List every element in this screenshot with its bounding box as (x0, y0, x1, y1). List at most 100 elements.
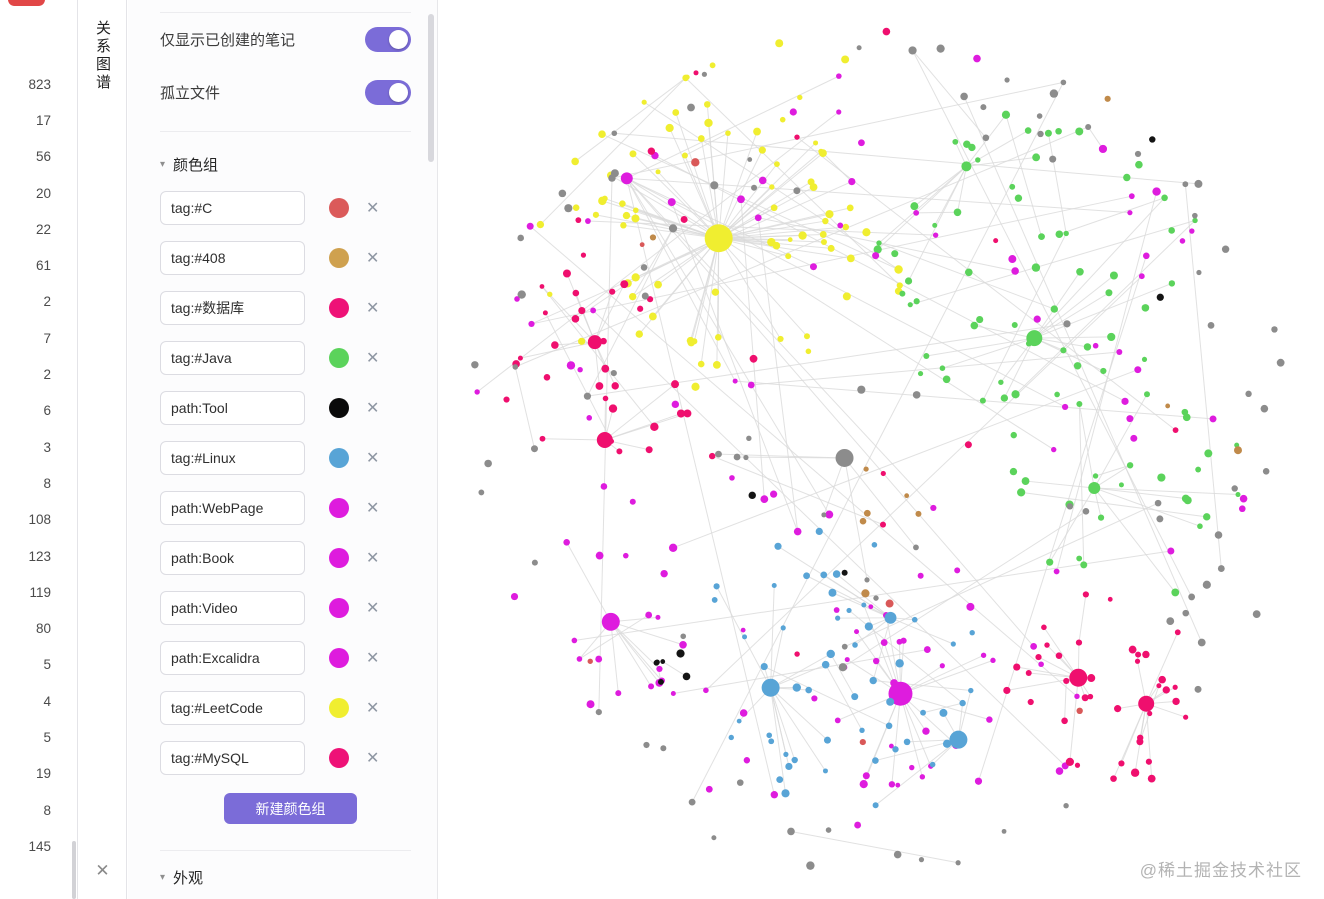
remove-group-icon[interactable]: ✕ (366, 700, 380, 717)
color-swatch[interactable] (329, 448, 349, 468)
color-group-row: path:Video ✕ (160, 591, 411, 625)
color-group-query-input[interactable]: path:Excalidra (160, 641, 305, 675)
section-appearance[interactable]: ▾ 外观 (160, 867, 411, 888)
color-group-row: tag:#408 ✕ (160, 241, 411, 275)
file-count: 2 (43, 294, 51, 310)
section-color-groups[interactable]: ▾ 颜色组 (160, 154, 411, 175)
watermark: @稀土掘金技术社区 (1139, 861, 1302, 880)
partial-red-badge (8, 0, 45, 6)
toggle-created-notes-switch[interactable] (365, 27, 411, 52)
color-group-row: path:Excalidra ✕ (160, 641, 411, 675)
color-swatch[interactable] (329, 248, 349, 268)
color-group-query-input[interactable]: tag:#408 (160, 241, 305, 275)
toggle-row-created-notes: 仅显示已创建的笔记 (160, 13, 411, 66)
color-group-row: path:Tool ✕ (160, 391, 411, 425)
file-count: 22 (35, 221, 51, 237)
toggle-orphan-files-switch[interactable] (365, 80, 411, 105)
color-group-query-input[interactable]: path:WebPage (160, 491, 305, 525)
file-count: 61 (35, 258, 51, 274)
file-count: 119 (29, 584, 51, 600)
file-count: 20 (35, 185, 51, 201)
remove-group-icon[interactable]: ✕ (366, 450, 380, 467)
color-swatch[interactable] (329, 298, 349, 318)
file-count: 6 (43, 403, 51, 419)
panel-scrollbar[interactable] (428, 14, 434, 162)
remove-group-icon[interactable]: ✕ (366, 650, 380, 667)
remove-group-icon[interactable]: ✕ (366, 400, 380, 417)
color-swatch[interactable] (329, 498, 349, 518)
color-group-row: tag:#C ✕ (160, 191, 411, 225)
file-count: 5 (43, 657, 51, 673)
file-count: 56 (35, 149, 51, 165)
file-count: 123 (28, 548, 51, 564)
graph-canvas[interactable]: @稀土掘金技术社区 (439, 0, 1324, 899)
remove-group-icon[interactable]: ✕ (366, 750, 380, 767)
remove-group-icon[interactable]: ✕ (366, 250, 380, 267)
color-swatch[interactable] (329, 198, 349, 218)
remove-group-icon[interactable]: ✕ (366, 550, 380, 567)
graph-svg[interactable] (439, 0, 1324, 899)
color-swatch[interactable] (329, 548, 349, 568)
file-count: 108 (28, 512, 51, 528)
counts-list: 823 17 56 20 22 61 2 7 2 6 3 8 108 123 119 80 5 4 5 19 8 145 (0, 0, 77, 865)
remove-group-icon[interactable]: ✕ (366, 500, 380, 517)
panel-top-divider (160, 12, 411, 13)
color-swatch[interactable] (329, 398, 349, 418)
counts-column: 823 17 56 20 22 61 2 7 2 6 3 8 108 123 119 80 5 4 5 19 8 145 (0, 0, 78, 899)
new-color-group-button[interactable]: 新建颜色组 (224, 793, 357, 824)
file-count: 3 (43, 439, 51, 455)
color-group-query-input[interactable]: tag:#Java (160, 341, 305, 375)
counts-scrollbar[interactable] (72, 841, 76, 899)
file-count: 17 (35, 112, 51, 128)
color-group-query-input[interactable]: tag:#LeetCode (160, 691, 305, 725)
color-swatch[interactable] (329, 648, 349, 668)
remove-group-icon[interactable]: ✕ (366, 600, 380, 617)
color-group-query-input[interactable]: tag:#Linux (160, 441, 305, 475)
file-count: 2 (43, 367, 51, 383)
section-title: 外观 (173, 870, 204, 887)
toggle-row-orphan-files: 孤立文件 (160, 66, 411, 119)
settings-panel: 仅显示已创建的笔记 孤立文件 ▾ 颜色组 tag:#C ✕ tag:#408 ✕ tag… (128, 0, 438, 899)
color-groups-list: tag:#C ✕ tag:#408 ✕ tag:#数据库 ✕ tag:#Java ✕ path:… (160, 191, 411, 775)
file-count: 4 (43, 693, 51, 709)
view-rail: 关系图谱 ✕ (79, 0, 127, 899)
color-swatch[interactable] (329, 598, 349, 618)
color-swatch[interactable] (329, 748, 349, 768)
color-group-row: tag:#Java ✕ (160, 341, 411, 375)
color-group-row: tag:#Linux ✕ (160, 441, 411, 475)
file-count: 7 (43, 330, 51, 346)
divider (160, 131, 411, 132)
remove-group-icon[interactable]: ✕ (366, 200, 380, 217)
color-group-row: path:WebPage ✕ (160, 491, 411, 525)
file-count: 19 (35, 766, 51, 782)
file-count: 8 (43, 802, 51, 818)
color-group-query-input[interactable]: path:Video (160, 591, 305, 625)
toggle-label: 仅显示已创建的笔记 (160, 32, 296, 49)
collapse-icon: ▾ (160, 872, 166, 883)
color-group-row: tag:#数据库 ✕ (160, 291, 411, 325)
color-swatch[interactable] (329, 698, 349, 718)
color-group-query-input[interactable]: tag:#数据库 (160, 291, 305, 325)
color-group-query-input[interactable]: tag:#C (160, 191, 305, 225)
view-title: 关系图谱 (94, 20, 111, 92)
collapse-icon: ▾ (160, 159, 166, 170)
file-count: 145 (28, 838, 51, 854)
color-group-row: tag:#MySQL ✕ (160, 741, 411, 775)
color-group-query-input[interactable]: tag:#MySQL (160, 741, 305, 775)
color-group-row: tag:#LeetCode ✕ (160, 691, 411, 725)
close-icon[interactable]: ✕ (95, 861, 110, 880)
switch-knob (389, 83, 408, 102)
remove-group-icon[interactable]: ✕ (366, 350, 380, 367)
file-count: 5 (43, 729, 51, 745)
color-group-row: path:Book ✕ (160, 541, 411, 575)
file-count: 80 (35, 621, 51, 637)
file-count: 823 (28, 76, 51, 92)
remove-group-icon[interactable]: ✕ (366, 300, 380, 317)
color-group-query-input[interactable]: path:Tool (160, 391, 305, 425)
color-swatch[interactable] (329, 348, 349, 368)
file-count: 8 (43, 475, 51, 491)
toggle-label: 孤立文件 (160, 85, 221, 102)
divider (160, 850, 411, 851)
color-group-query-input[interactable]: path:Book (160, 541, 305, 575)
